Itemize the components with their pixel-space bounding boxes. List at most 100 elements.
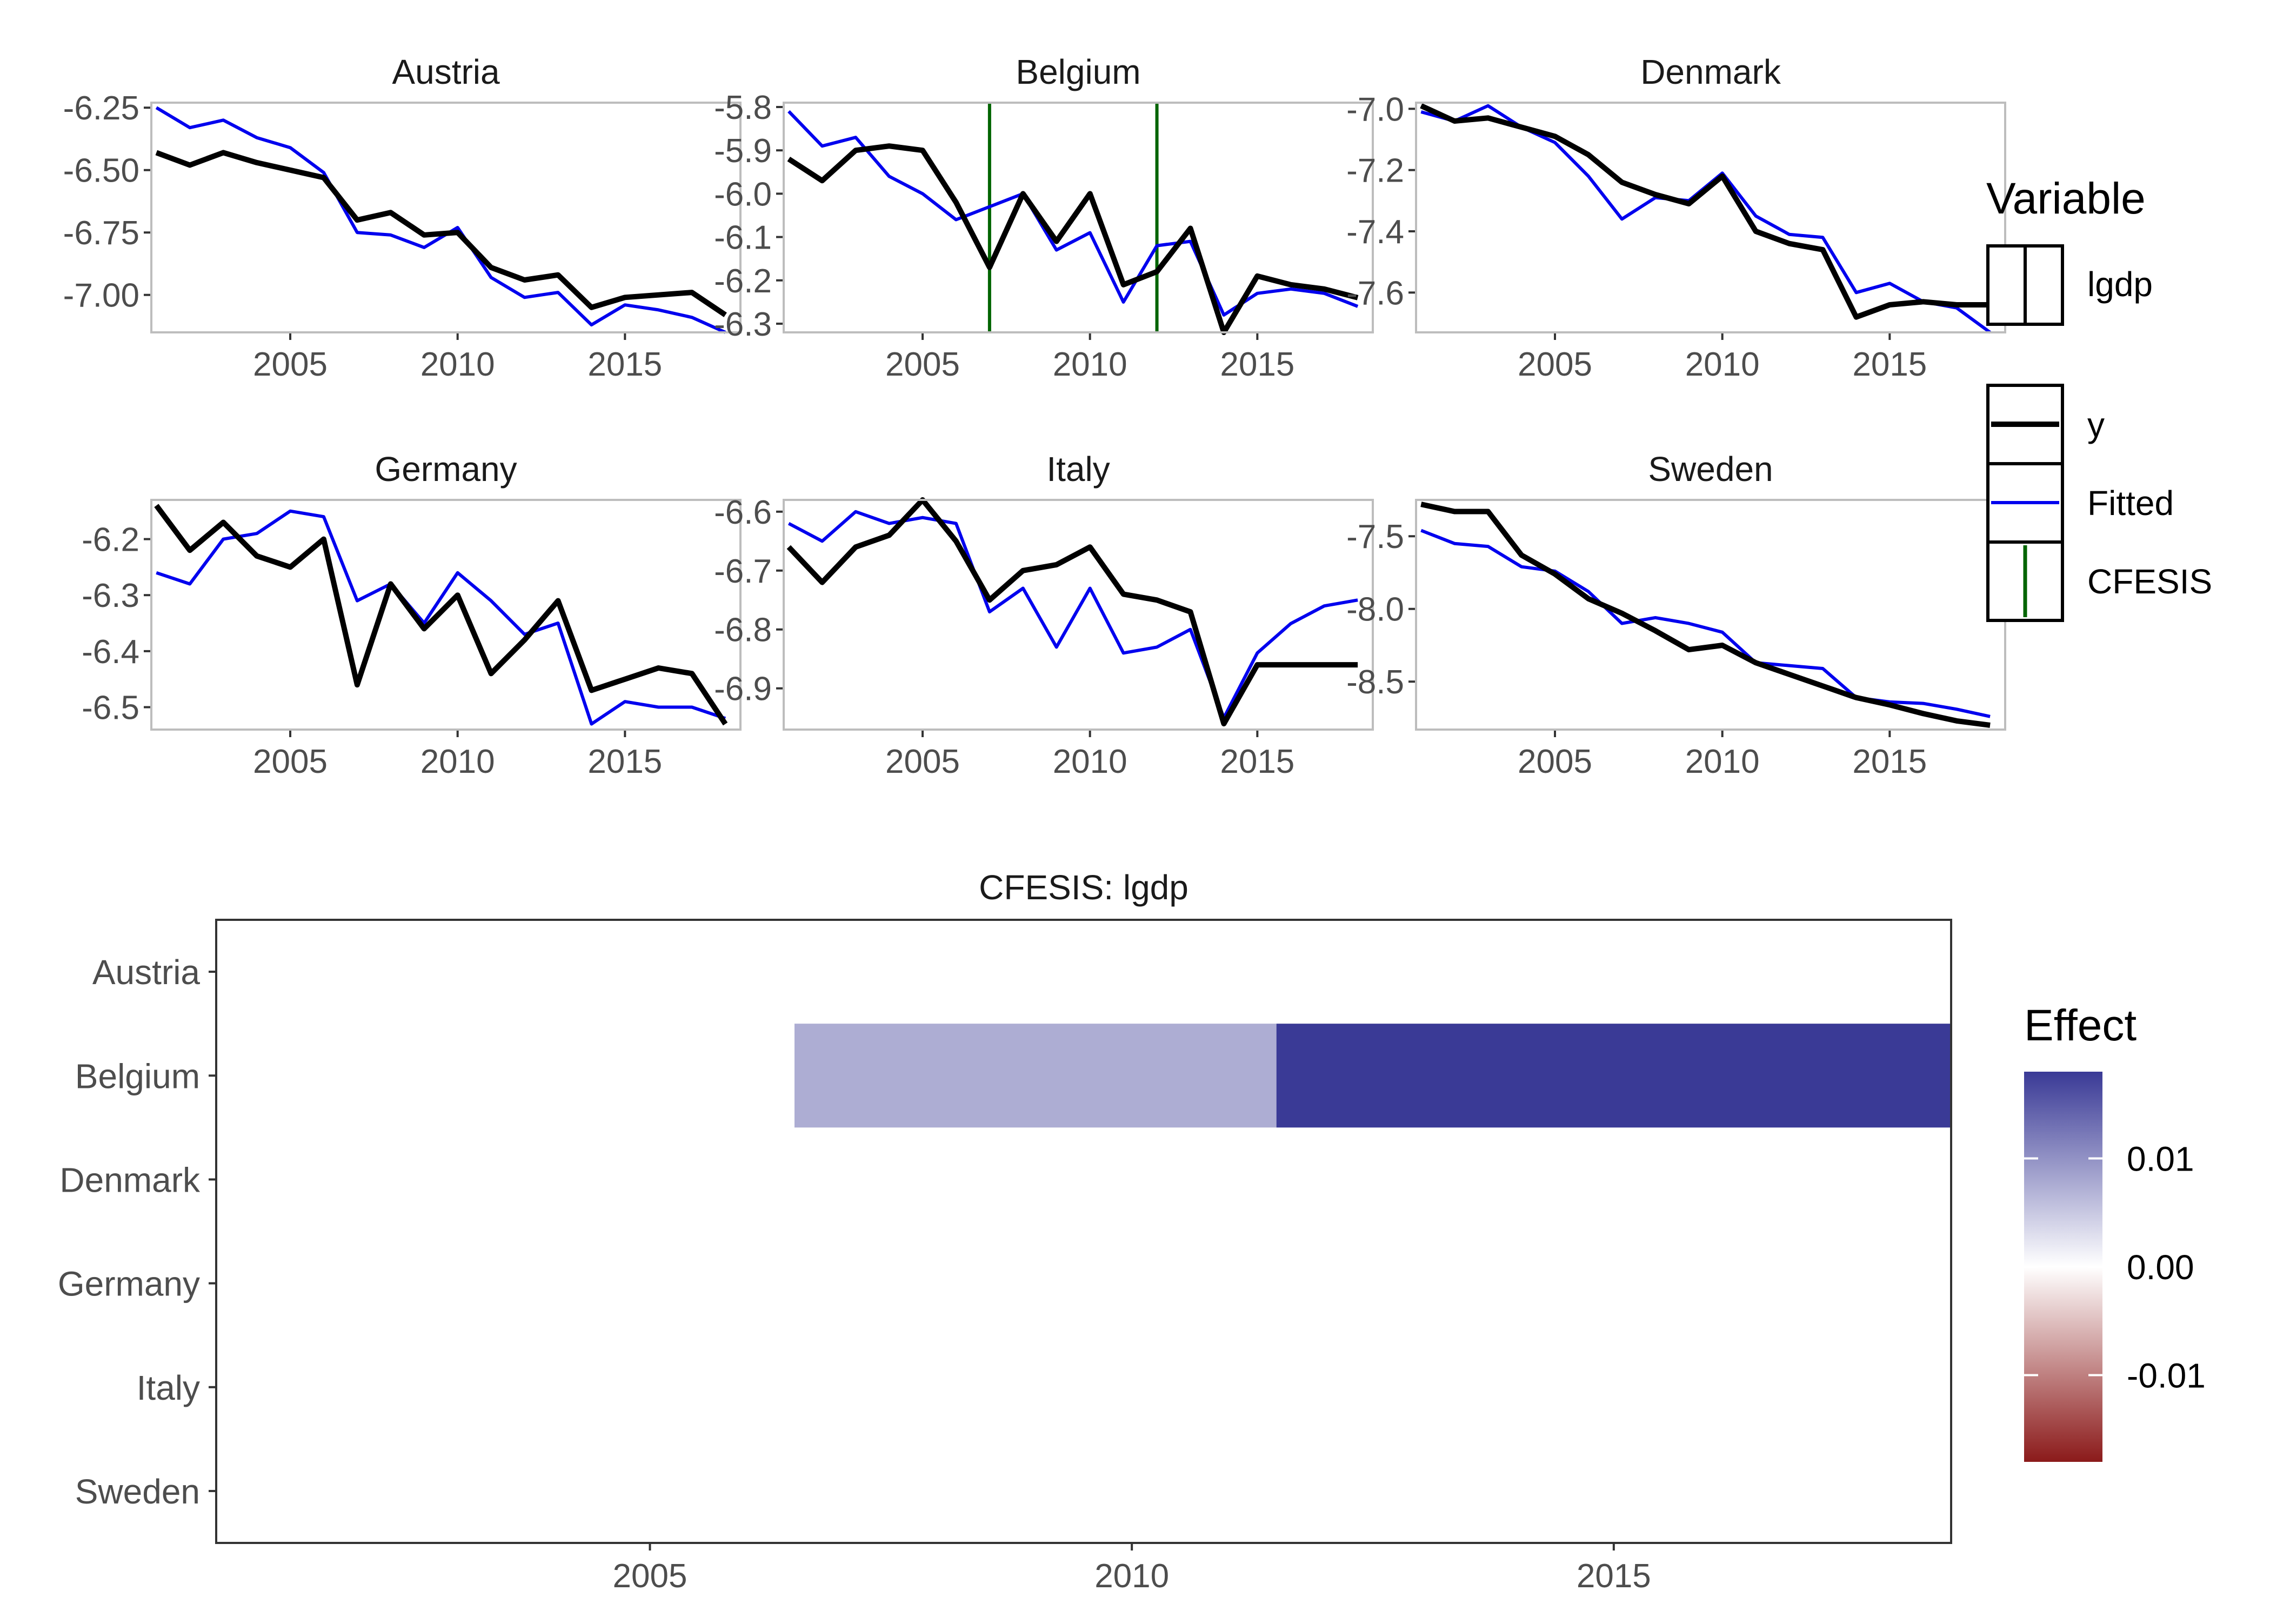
x-tick-label: 2010 — [1094, 1558, 1169, 1595]
panel-border — [150, 102, 742, 333]
facet-title: Germany — [375, 450, 517, 489]
y-tick-label: -7.00 — [63, 277, 139, 315]
facet-title: Austria — [392, 52, 500, 91]
facet-title: Belgium — [1016, 52, 1140, 91]
y-tick-label: -6.4 — [82, 633, 139, 671]
y-tick-label: -7.0 — [1346, 91, 1404, 128]
heatmap-cell-belgium-0 — [794, 1024, 1277, 1128]
y-tick-label: -6.8 — [714, 612, 772, 649]
series-observed-line — [787, 143, 1359, 335]
effect-legend: Effect 0.01 0.00 -0.01 — [2024, 1001, 2206, 1462]
series-fitted-line — [787, 110, 1359, 317]
panel-border — [783, 102, 1374, 333]
legend-label-cfesis: CFESIS — [2087, 562, 2212, 601]
x-tick-label: 2015 — [1220, 346, 1294, 383]
x-tick-label: 2005 — [885, 346, 960, 383]
y-tick-label: -6.3 — [82, 577, 139, 614]
legend-label-fitted: Fitted — [2087, 484, 2174, 523]
series-fitted-line — [156, 509, 726, 726]
y-tick-label: -6.9 — [714, 671, 772, 708]
series-fitted-line — [787, 510, 1358, 720]
x-tick-label: 2010 — [420, 346, 495, 383]
panel-border — [150, 499, 742, 731]
y-tick-label: -8.0 — [1346, 591, 1404, 629]
facet-sweden: Sweden -7.5 -8.0 -8.5 2005 2010 2015 — [1346, 450, 2006, 780]
x-tick-label: 2010 — [1053, 743, 1127, 780]
series-observed-line — [155, 150, 727, 317]
effect-legend-title: Effect — [2024, 1001, 2137, 1050]
y-tick-label: -6.50 — [63, 152, 139, 190]
y-tick-label: -5.9 — [714, 132, 772, 170]
x-tick-label: 2010 — [1685, 346, 1760, 383]
y-tick-label: -7.6 — [1346, 275, 1404, 312]
series-fitted-line — [155, 106, 726, 334]
x-tick-label: 2010 — [1053, 346, 1127, 383]
x-tick-label: 2005 — [253, 743, 328, 780]
facet-title: Italy — [1046, 450, 1110, 489]
y-tick-label: -8.5 — [1346, 664, 1404, 701]
facet-denmark: Denmark -7.0 -7.2 -7.4 -7.6 2005 2010 2015 — [1346, 52, 2006, 383]
y-tick-label: -6.0 — [714, 176, 772, 213]
legend-label-y: y — [2087, 405, 2105, 444]
y-tick-label: -6.25 — [63, 90, 139, 127]
y-tick-label: -7.2 — [1346, 152, 1404, 190]
x-tick-label: 2005 — [613, 1558, 687, 1595]
colorbar-tick-label: 0.01 — [2127, 1139, 2194, 1178]
row-label-denmark: Denmark — [59, 1160, 201, 1199]
panel-border — [783, 499, 1374, 731]
x-tick-label: 2015 — [1852, 743, 1927, 780]
facet-title: Sweden — [1648, 450, 1773, 489]
colorbar-tick-label: 0.00 — [2127, 1248, 2194, 1287]
y-tick-label: -6.2 — [82, 522, 139, 559]
row-label-belgium: Belgium — [75, 1057, 200, 1095]
heatmap-cell-belgium-1 — [1276, 1024, 1951, 1128]
y-tick-label: -7.5 — [1346, 518, 1404, 556]
y-tick-label: -6.7 — [714, 553, 772, 590]
x-tick-label: 2015 — [1220, 743, 1294, 780]
y-tick-label: -7.4 — [1346, 213, 1404, 251]
series-observed-line — [1420, 103, 1991, 320]
heatmap-title: CFESIS: lgdp — [979, 868, 1189, 907]
series-observed-line — [1420, 502, 1991, 728]
y-tick-label: -6.1 — [714, 219, 772, 257]
row-label-germany: Germany — [58, 1265, 200, 1304]
x-tick-label: 2010 — [420, 743, 495, 780]
facet-italy: Italy -6.6 -6.7 -6.8 -6.9 2005 2010 2015 — [714, 450, 1374, 780]
row-label-sweden: Sweden — [75, 1472, 200, 1511]
x-tick-label: 2015 — [1852, 346, 1927, 383]
colorbar-tick-label: -0.01 — [2127, 1356, 2206, 1395]
heatmap-panel: CFESIS: lgdp Austria Belgium Denmark Germany… — [58, 868, 1952, 1595]
row-label-austria: Austria — [92, 953, 201, 992]
panel-border — [215, 919, 1952, 1544]
x-tick-label: 2015 — [587, 743, 662, 780]
facet-title: Denmark — [1640, 52, 1781, 91]
x-tick-label: 2005 — [885, 743, 960, 780]
series-fitted-line — [1420, 529, 1991, 718]
x-tick-label: 2005 — [1518, 346, 1592, 383]
series-observed-line — [786, 497, 1358, 727]
x-tick-label: 2005 — [253, 346, 328, 383]
x-tick-label: 2005 — [1518, 743, 1592, 780]
facet-germany: Germany -6.2 -6.3 -6.4 -6.5 2005 2010 2015 — [82, 450, 742, 780]
row-label-italy: Italy — [137, 1368, 200, 1407]
series-fitted-line — [1420, 104, 1991, 334]
facet-austria: Austria -6.25 -6.50 -6.75 -7.00 2005 2010 2015 — [63, 52, 742, 383]
facet-belgium: Belgium -5.8 -5.9 -6.0 -6.1 -6.2 -6.3 2005 2010 2… — [714, 52, 1374, 383]
x-tick-label: 2015 — [1577, 1558, 1651, 1595]
x-tick-label: 2015 — [587, 346, 662, 383]
line-legend: Variable lgdp y Fitted CFESIS — [1986, 174, 2212, 622]
legend-title: Variable — [1986, 174, 2146, 223]
legend-label-lgdp: lgdp — [2087, 265, 2153, 304]
y-tick-label: -6.2 — [714, 263, 772, 300]
y-tick-label: -6.3 — [714, 306, 772, 343]
panel-border — [1415, 102, 2006, 333]
series-observed-line — [154, 504, 728, 726]
y-tick-label: -6.5 — [82, 690, 139, 727]
y-tick-label: -6.6 — [714, 494, 772, 531]
y-tick-label: -5.8 — [714, 89, 772, 126]
x-tick-label: 2010 — [1685, 743, 1760, 780]
y-tick-label: -6.75 — [63, 215, 139, 252]
